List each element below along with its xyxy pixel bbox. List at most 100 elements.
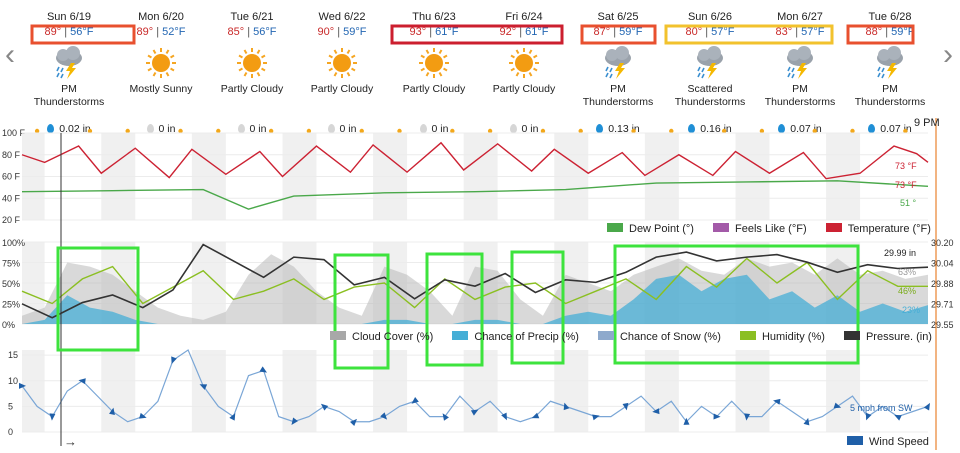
night-band — [101, 242, 136, 324]
day-temps: 85° | 56°F — [210, 25, 294, 39]
wind-direction-arrow — [199, 384, 208, 390]
pressure-line — [21, 243, 929, 319]
legend-chance-precip[interactable]: Chance of Precip (%) — [452, 331, 579, 343]
legend-dew-point[interactable]: Dew Point (°) — [607, 223, 694, 235]
night-band — [373, 350, 408, 432]
legend-dew-point-label: Dew Point (°) — [629, 223, 694, 235]
legend-pressure[interactable]: Pressure. (in) — [843, 331, 932, 343]
day-column[interactable]: Fri 6/24 92° | 61°F Partly Cloudy 0 in — [482, 10, 566, 135]
day-column[interactable]: Tue 6/28 88° | 59°F PM Thunderstorms 0.07 i… — [848, 10, 932, 135]
partly-cloudy-icon — [414, 43, 454, 81]
wind-y-tick-label: 15 — [8, 350, 18, 360]
dew-point-swatch — [607, 223, 623, 232]
high-temp: 88° — [865, 26, 883, 38]
day-temps: 89° | 56°F — [27, 25, 111, 39]
low-temp: 56°F — [253, 26, 277, 38]
temp-y-tick-label: 100 F — [2, 128, 26, 138]
low-temp: 57°F — [801, 26, 825, 38]
wind-direction-arrow — [563, 402, 570, 411]
high-temp: 87° — [593, 26, 611, 38]
wind-label-now: 5 mph from SW — [850, 403, 913, 413]
night-band — [554, 350, 589, 432]
day-label: Sat 6/25 — [597, 11, 639, 23]
night-band — [191, 242, 226, 324]
night-band — [644, 133, 679, 220]
legend-feels-like[interactable]: Feels Like (°F) — [712, 223, 807, 235]
day-temps: 87° | 59°F — [576, 25, 660, 39]
day-temps: 80° | 57°F — [668, 25, 752, 39]
temp-separator: | — [153, 26, 163, 38]
wind-direction-arrow — [380, 412, 388, 420]
wind-direction-arrow — [803, 417, 810, 426]
day-column[interactable]: Thu 6/23 93° | 61°F Partly Cloudy 0 in — [392, 10, 476, 135]
day-label: Mon 6/27 — [777, 11, 823, 23]
wind-direction-arrow — [865, 412, 872, 421]
precip-amount-row: 0 in — [482, 123, 566, 135]
day-column[interactable]: Wed 6/22 90° | 59°F Partly Cloudy 0 in — [300, 10, 384, 135]
condition-text: PM Thunderstorms — [33, 83, 105, 108]
low-temp: 61°F — [435, 26, 459, 38]
legend-chance-snow[interactable]: Chance of Snow (%) — [597, 331, 721, 343]
arrow-glyph: → — [64, 434, 77, 449]
legend-temperature[interactable]: Temperature (°F) — [825, 223, 931, 235]
night-band — [101, 133, 136, 220]
night-band — [22, 133, 45, 220]
annotation-highlight-box — [425, 252, 484, 367]
night-band — [463, 133, 498, 220]
day-temps: 90° | 59°F — [300, 25, 384, 39]
precip-amount-row: 0.13 in — [576, 123, 660, 135]
night-band — [373, 133, 408, 220]
condition-text: PM Thunderstorms — [764, 83, 836, 108]
raindrop-icon — [688, 124, 696, 133]
wind-direction-arrow — [894, 414, 902, 421]
day-column[interactable]: Tue 6/21 85° | 56°F Partly Cloudy 0 in — [210, 10, 294, 135]
day-column[interactable]: Sat 6/25 87° | 59°F PM Thunderstorms 0.13 i… — [576, 10, 660, 135]
legend-humidity[interactable]: Humidity (%) — [739, 331, 825, 343]
condition-text: Scattered Thunderstorms — [674, 83, 746, 108]
precip-amount-row: 0.16 in — [668, 123, 752, 135]
day-column[interactable]: Mon 6/20 89° | 52°F Mostly Sunny 0 in — [119, 10, 203, 135]
temp-separator: | — [702, 26, 712, 38]
cloud-cover-area — [22, 254, 928, 324]
precip-amount-row: 0 in — [392, 123, 476, 135]
temp-separator: | — [516, 26, 526, 38]
legend-wind-speed[interactable]: Wind Speed — [847, 436, 929, 448]
legend-cloud-cover[interactable]: Cloud Cover (%) — [330, 331, 433, 343]
raindrop-icon — [47, 124, 55, 133]
wind-direction-arrow — [531, 412, 540, 419]
day-column[interactable]: Sun 6/26 80° | 57°F Scattered Thunderstorm… — [668, 10, 752, 135]
high-temp: 83° — [775, 26, 793, 38]
night-band — [101, 350, 136, 432]
night-band — [282, 350, 317, 432]
wind-direction-arrow — [171, 356, 177, 365]
day-label: Sun 6/19 — [46, 11, 92, 23]
day-column[interactable]: Sun 6/19 89° | 56°F PM Thunderstorms 0.02 i… — [27, 10, 111, 135]
wind-direction-arrow — [229, 413, 236, 421]
legend-chance-snow-label: Chance of Snow (%) — [619, 331, 721, 343]
temp-y-tick-label: 40 F — [2, 193, 21, 203]
wind-legend: Wind Speed — [847, 436, 929, 448]
legend-chance-precip-label: Chance of Precip (%) — [474, 331, 579, 343]
wind-direction-arrow — [349, 418, 357, 426]
wind-direction-arrow — [713, 413, 721, 420]
day-label: Thu 6/23 — [412, 11, 456, 23]
condition-text: Partly Cloudy — [492, 83, 556, 95]
low-temp: 59°F — [343, 26, 367, 38]
wind-direction-arrow — [320, 403, 329, 411]
precip-amount: 0.16 in — [700, 123, 732, 135]
wind-direction-arrow — [683, 417, 690, 425]
raindrop-icon — [146, 124, 154, 133]
wind-direction-arrow — [139, 412, 147, 419]
low-temp: 59°F — [619, 26, 643, 38]
day-column[interactable]: Mon 6/27 83° | 57°F PM Thunderstorms 0.07 i… — [758, 10, 842, 135]
raindrop-icon — [509, 124, 517, 133]
day-temps: 83° | 57°F — [758, 25, 842, 39]
cloud-cover-swatch — [330, 331, 346, 340]
temp-y-tick-label: 80 F — [2, 150, 21, 160]
night-band — [826, 350, 861, 432]
next-arrow[interactable]: › — [943, 38, 953, 71]
day-temps: 89° | 52°F — [119, 25, 203, 39]
night-band — [282, 133, 317, 220]
temperature-swatch — [825, 223, 842, 232]
previous-arrow[interactable]: ‹ — [5, 38, 15, 71]
